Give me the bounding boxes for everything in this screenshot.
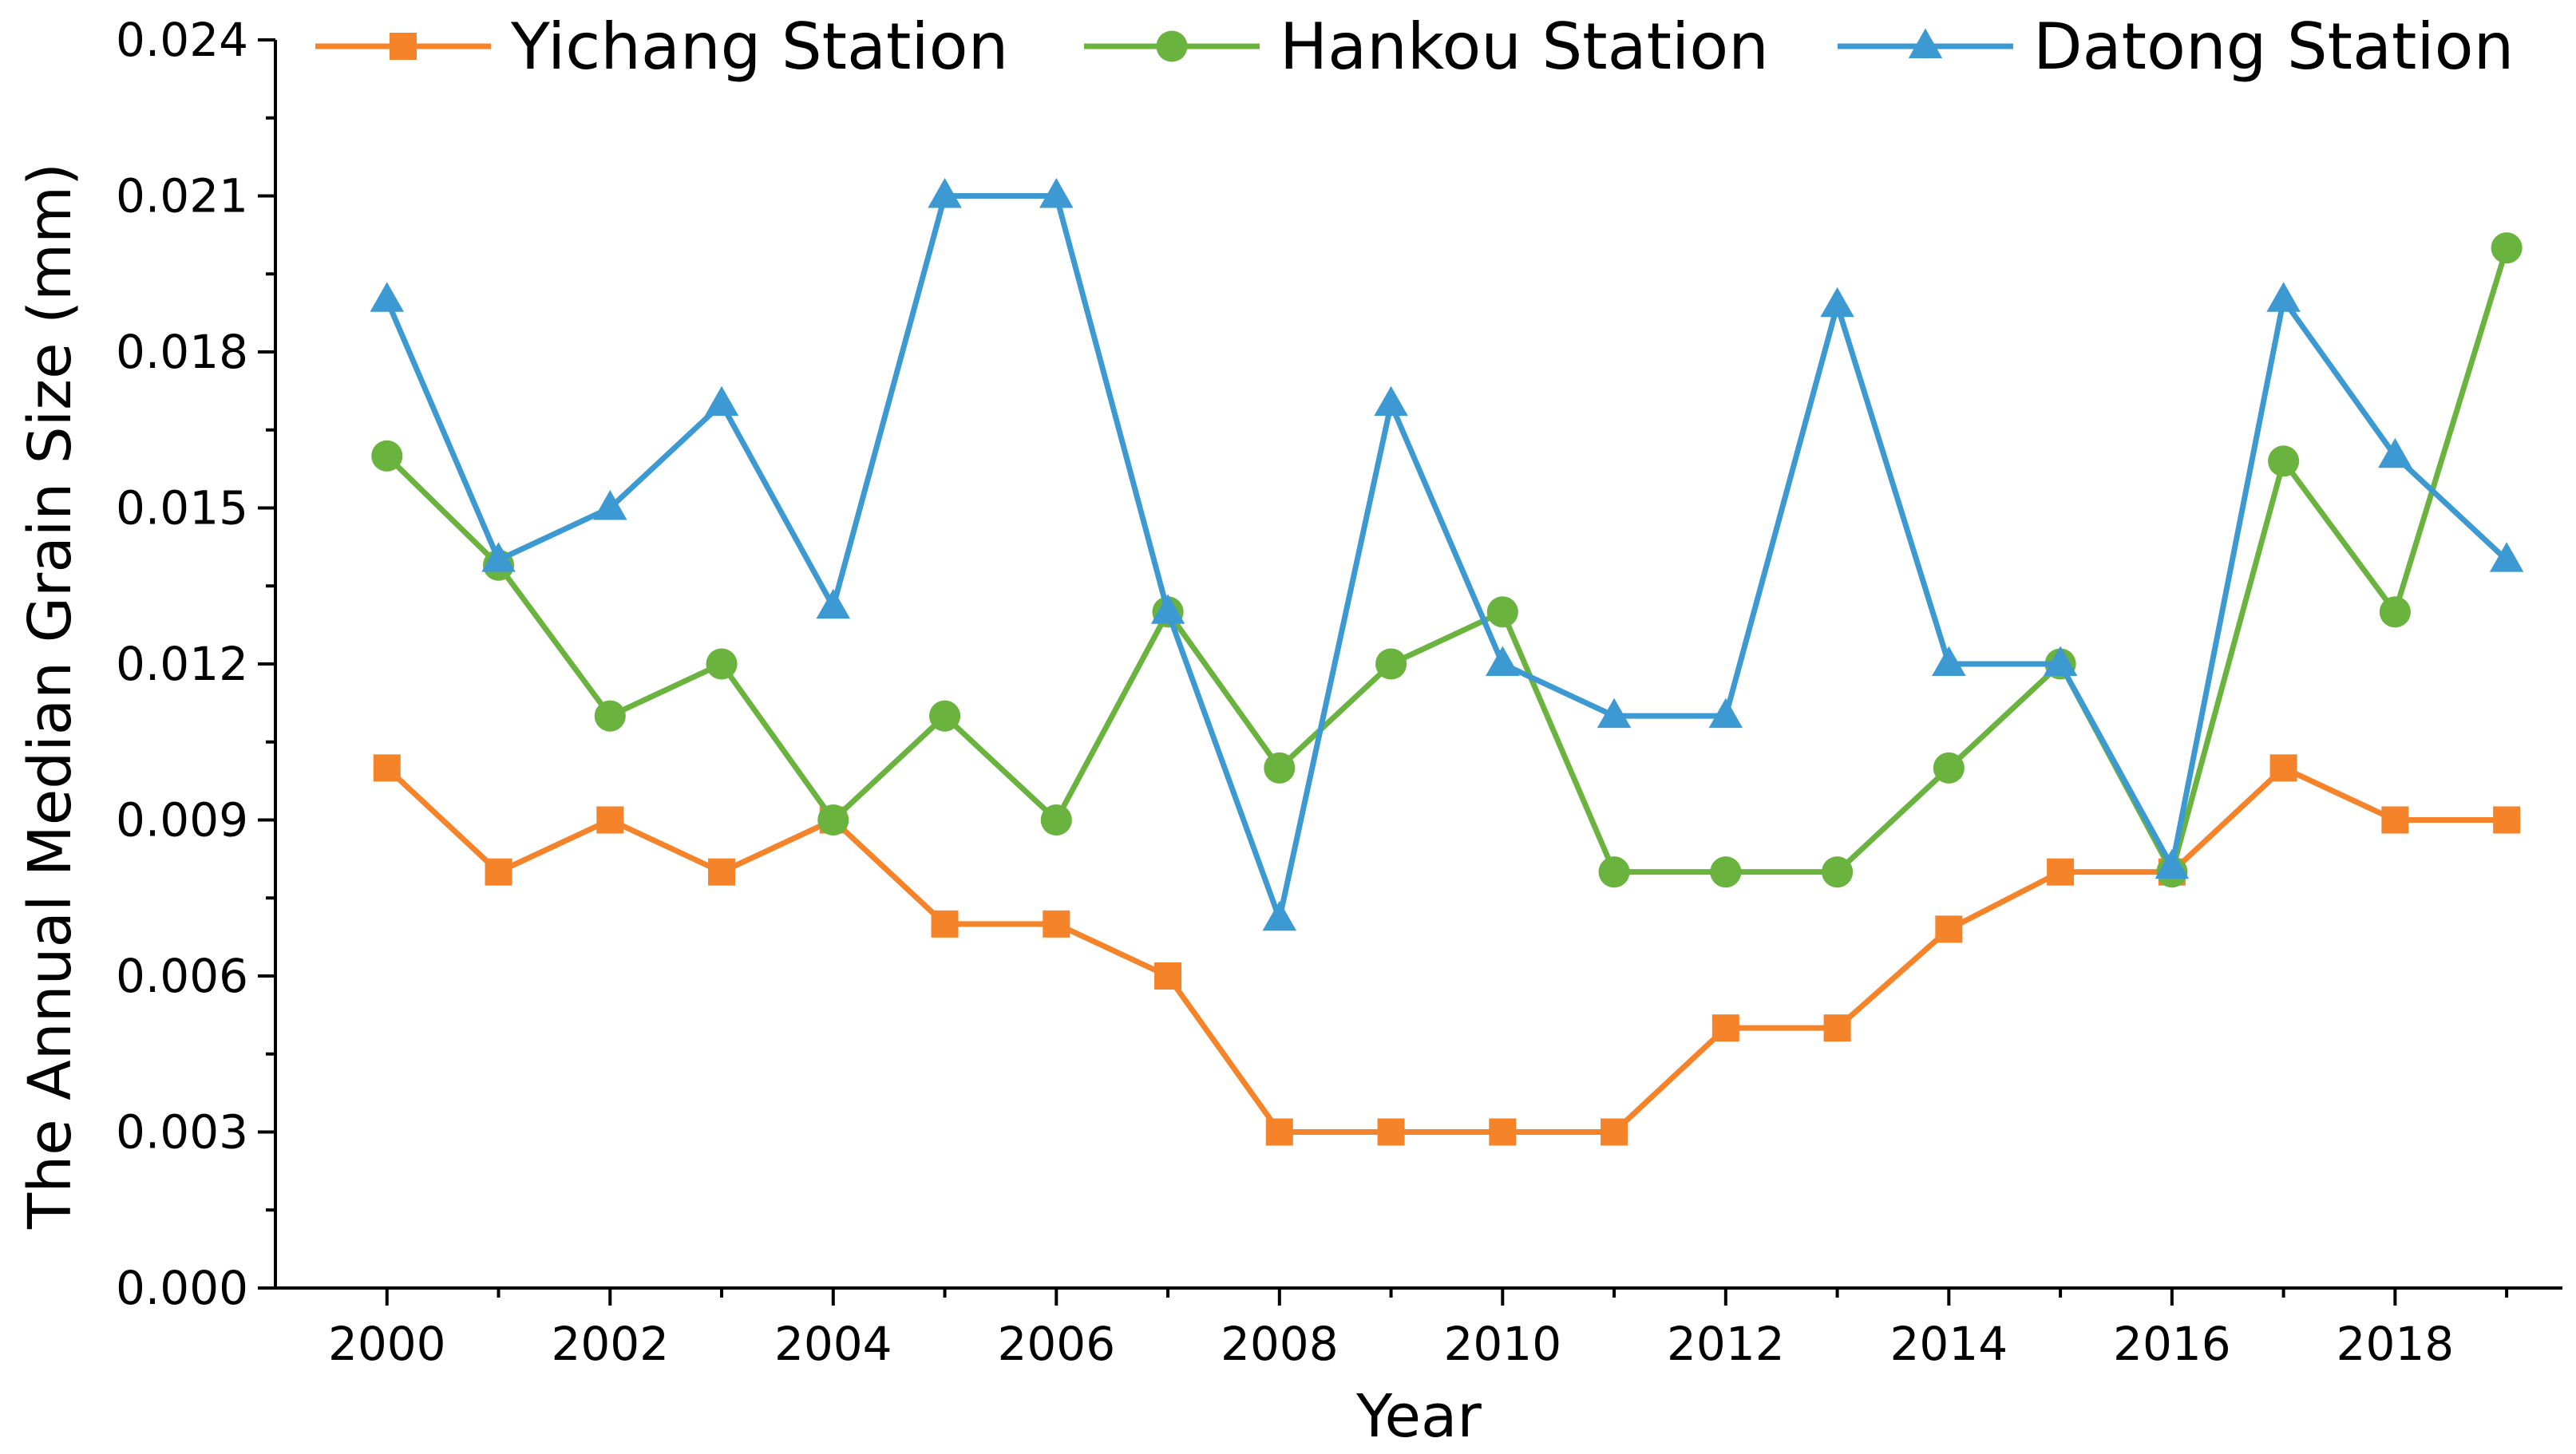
data-point	[928, 178, 962, 208]
data-point	[1710, 856, 1742, 888]
data-point	[1601, 1118, 1628, 1146]
legend-entry: Hankou Station	[1084, 10, 1769, 84]
series-line	[385, 765, 2507, 1135]
data-point	[1150, 594, 1185, 624]
y-tick-label: 0.006	[116, 949, 248, 1003]
data-point	[1039, 178, 1074, 208]
legend-label: Datong Station	[2033, 10, 2514, 84]
x-tick-label: 2014	[1890, 1317, 2008, 1371]
data-point	[708, 858, 736, 886]
data-point	[1820, 286, 1854, 318]
x-tick-label: 2010	[1444, 1317, 1562, 1371]
data-point	[1262, 900, 1297, 931]
series-line	[384, 193, 2509, 922]
axes: 0.000 0.003 0.006 0.009 0.012 0.015 0.018 0.021…	[116, 13, 2562, 1371]
data-point	[1374, 385, 1408, 417]
data-point	[817, 804, 849, 836]
data-point	[594, 700, 626, 732]
legend-swatch-marker	[390, 33, 417, 60]
data-point	[2378, 437, 2412, 468]
series-0	[373, 754, 2521, 1146]
data-point	[1935, 915, 1963, 943]
data-point	[2493, 806, 2521, 834]
series-1	[371, 232, 2523, 888]
data-point	[1043, 910, 1070, 938]
x-axis-title: Year	[1355, 1382, 1482, 1451]
data-point	[371, 440, 403, 472]
data-point	[596, 806, 624, 834]
legend-label: Yichang Station	[510, 10, 1008, 84]
data-point	[1597, 697, 1632, 729]
data-point	[931, 910, 959, 938]
legend-swatch-marker	[1156, 30, 1188, 62]
series-layer	[370, 178, 2524, 1146]
data-point	[2379, 596, 2411, 628]
y-tick-label: 0.000	[116, 1261, 248, 1315]
data-point	[1933, 752, 1965, 784]
x-tick-label: 2016	[2113, 1317, 2231, 1371]
data-point	[2491, 232, 2523, 264]
data-point	[2381, 806, 2409, 834]
data-point	[370, 282, 405, 312]
data-point	[1711, 1014, 1739, 1042]
data-point	[816, 588, 851, 619]
y-tick-label: 0.018	[116, 325, 248, 379]
data-point	[2155, 848, 2190, 879]
data-point	[1265, 1118, 1293, 1146]
data-point	[704, 385, 739, 417]
data-point	[706, 648, 738, 680]
x-tick-label: 2018	[2337, 1317, 2455, 1371]
data-point	[2047, 858, 2075, 886]
y-tick-label: 0.003	[116, 1105, 248, 1160]
data-point	[1486, 596, 1518, 628]
data-point	[1932, 646, 1966, 676]
legend-entry: Datong Station	[1838, 10, 2514, 84]
data-point	[593, 490, 627, 520]
x-tick-label: 2008	[1221, 1317, 1339, 1371]
data-point	[1377, 1118, 1405, 1146]
data-point	[1040, 804, 1072, 836]
x-tick-label: 2006	[997, 1317, 1115, 1371]
data-point	[485, 858, 512, 886]
y-tick-label: 0.021	[116, 169, 248, 223]
data-point	[2266, 282, 2301, 312]
data-point	[373, 754, 401, 782]
y-axis-title: The Annual Median Grain Size (mm)	[16, 163, 85, 1230]
data-point	[481, 542, 516, 572]
y-tick-label: 0.015	[116, 481, 248, 535]
data-point	[1598, 856, 1630, 888]
data-point	[1489, 1118, 1517, 1146]
legend-entry: Yichang Station	[315, 10, 1008, 84]
data-point	[1154, 962, 1182, 990]
y-tick-label: 0.012	[116, 637, 248, 691]
data-point	[928, 700, 961, 732]
legend-label: Hankou Station	[1280, 10, 1769, 84]
y-tick-label: 0.024	[116, 13, 248, 67]
data-point	[1822, 856, 1854, 888]
x-tick-label: 2000	[328, 1317, 446, 1371]
data-point	[2269, 754, 2297, 782]
legend-swatch-marker	[1908, 28, 1943, 58]
data-point	[1486, 646, 1520, 676]
data-point	[1375, 648, 1407, 680]
legend: Yichang Station Hankou Station Datong Stat…	[315, 10, 2514, 84]
x-tick-label: 2012	[1667, 1317, 1785, 1371]
data-point	[1823, 1014, 1851, 1042]
data-point	[2268, 445, 2300, 477]
x-tick-label: 2002	[551, 1317, 669, 1371]
series-2	[370, 178, 2524, 931]
data-point	[1708, 697, 1743, 729]
data-point	[1264, 752, 1296, 784]
data-point	[2043, 646, 2078, 676]
y-tick-label: 0.009	[116, 793, 248, 848]
data-point	[2489, 542, 2524, 572]
x-tick-label: 2004	[774, 1317, 892, 1371]
